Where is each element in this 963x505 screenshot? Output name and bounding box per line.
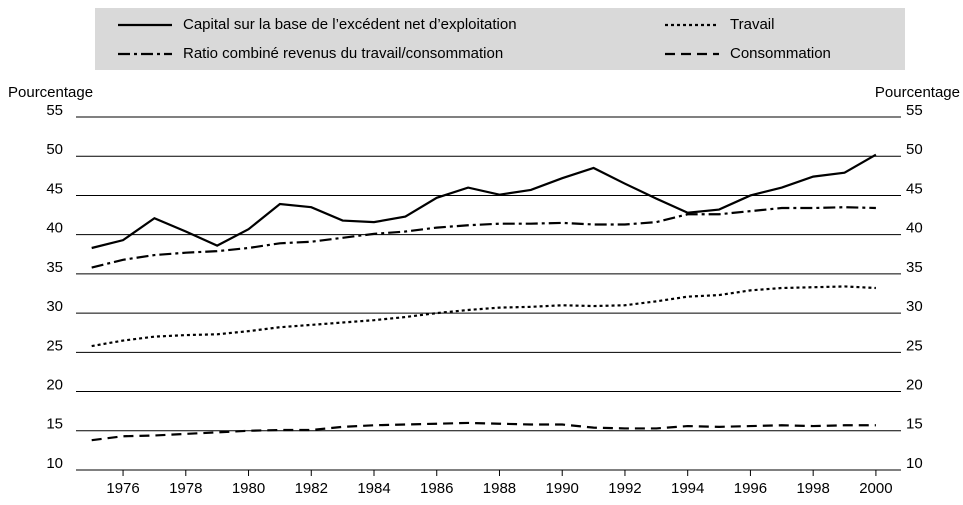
series-line <box>91 153 877 250</box>
x-tick-label: 1988 <box>483 480 516 497</box>
legend-label: Travail <box>730 16 774 33</box>
x-tick-label: 1984 <box>357 480 390 497</box>
x-tick-label: 1996 <box>734 480 767 497</box>
y-tick-label: 25 <box>46 337 63 354</box>
y-tick-label: 15 <box>46 416 63 433</box>
y-tick-label: 50 <box>46 141 63 158</box>
x-tick-label: 2000 <box>859 480 892 497</box>
legend-label: Ratio combiné revenus du travail/consomm… <box>183 45 503 62</box>
x-tick-label: 1978 <box>169 480 202 497</box>
y-axis-label: Pourcentage <box>8 84 93 101</box>
x-tick-label: 1992 <box>608 480 641 497</box>
y2-tick-label: 40 <box>906 220 923 237</box>
y2-tick-label: 45 <box>906 180 923 197</box>
x-tick-label: 1980 <box>232 480 265 497</box>
series-line <box>91 421 876 442</box>
y-tick-label: 45 <box>46 180 63 197</box>
y2-tick-label: 50 <box>906 141 923 158</box>
x-tick-label: 1976 <box>106 480 139 497</box>
series-line <box>91 206 876 269</box>
x-tick-label: 1994 <box>671 480 704 497</box>
y-tick-label: 10 <box>46 455 63 472</box>
y2-tick-label: 30 <box>906 298 923 315</box>
y2-tick-label: 10 <box>906 455 923 472</box>
y-tick-label: 55 <box>46 102 63 119</box>
y-tick-label: 35 <box>46 259 63 276</box>
legend-label: Consommation <box>730 45 831 62</box>
y2-tick-label: 35 <box>906 259 923 276</box>
y2-tick-label: 25 <box>906 337 923 354</box>
y2-axis-label: Pourcentage <box>875 84 960 101</box>
x-tick-label: 1990 <box>546 480 579 497</box>
y-tick-label: 40 <box>46 220 63 237</box>
y2-tick-label: 15 <box>906 416 923 433</box>
legend-box <box>95 8 905 70</box>
x-tick-label: 1998 <box>796 480 829 497</box>
y-tick-label: 20 <box>46 377 63 394</box>
legend-label: Capital sur la base de l’excédent net d’… <box>183 16 517 33</box>
y-tick-label: 30 <box>46 298 63 315</box>
x-tick-label: 1982 <box>295 480 328 497</box>
y2-tick-label: 55 <box>906 102 923 119</box>
y2-tick-label: 20 <box>906 377 923 394</box>
x-tick-label: 1986 <box>420 480 453 497</box>
series-line <box>91 285 876 348</box>
